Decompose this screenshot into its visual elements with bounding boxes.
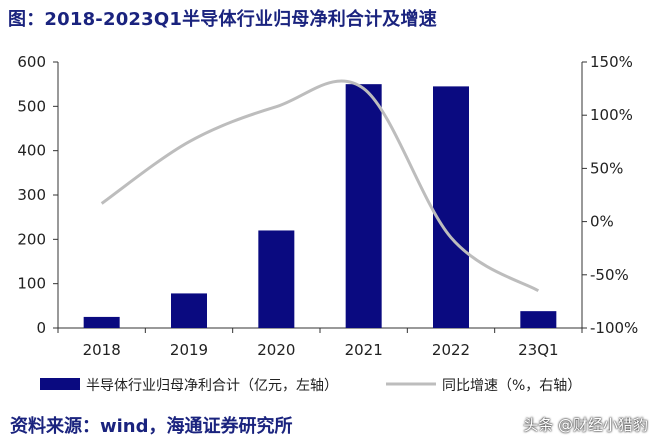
source-note: 资料来源：wind，海通证券研究所 xyxy=(10,416,293,437)
bar-2021 xyxy=(345,84,382,329)
x-tick-label: 2021 xyxy=(345,341,383,359)
right-tick-label: -50% xyxy=(590,266,629,284)
bar-23Q1 xyxy=(520,311,557,328)
watermark: 头条 @财经小猎豹 xyxy=(523,416,648,434)
left-tick-label: 500 xyxy=(17,97,46,115)
left-tick-label: 200 xyxy=(17,230,46,248)
right-tick-label: 150% xyxy=(590,53,633,71)
bar-2022 xyxy=(433,86,469,328)
legend-bar-label: 半导体行业归母净利合计（亿元，左轴） xyxy=(86,377,338,394)
right-tick-label: 100% xyxy=(590,106,633,124)
bar-2019 xyxy=(171,293,207,328)
left-tick-label: 400 xyxy=(17,142,46,160)
growth-rate-line xyxy=(100,79,540,293)
chart-title: 图：2018-2023Q1半导体行业归母净利合计及增速 xyxy=(8,9,437,30)
right-tick-label: 0% xyxy=(590,213,614,231)
right-tick-label: -100% xyxy=(590,319,638,337)
left-tick-label: 600 xyxy=(17,53,46,71)
left-tick-label: 0 xyxy=(36,319,46,337)
left-tick-label: 300 xyxy=(17,186,46,204)
bar-2018 xyxy=(83,316,120,328)
x-tick-label: 2019 xyxy=(170,341,208,359)
left-tick-label: 100 xyxy=(17,275,46,293)
x-tick-label: 2022 xyxy=(432,341,470,359)
x-tick-label: 2020 xyxy=(257,341,295,359)
right-tick-label: 50% xyxy=(590,159,623,177)
legend-bar-swatch xyxy=(40,378,80,390)
bar-2020 xyxy=(258,230,295,328)
x-tick-label: 2018 xyxy=(83,341,121,359)
legend-line-label: 同比增速（%，右轴） xyxy=(442,378,581,394)
x-tick-label: 23Q1 xyxy=(518,341,558,359)
